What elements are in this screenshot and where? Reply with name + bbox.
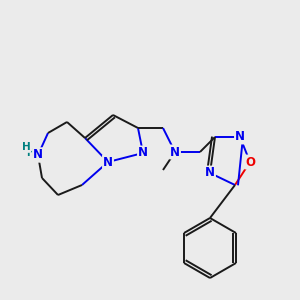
Text: N: N — [205, 167, 215, 179]
Text: H: H — [26, 148, 34, 158]
Text: N: N — [170, 146, 180, 158]
Text: N: N — [33, 148, 43, 161]
Text: N: N — [138, 146, 148, 160]
Text: N: N — [235, 130, 245, 143]
Text: O: O — [245, 155, 255, 169]
Text: H: H — [22, 142, 30, 152]
Text: N: N — [103, 155, 113, 169]
Text: N: N — [33, 148, 43, 161]
